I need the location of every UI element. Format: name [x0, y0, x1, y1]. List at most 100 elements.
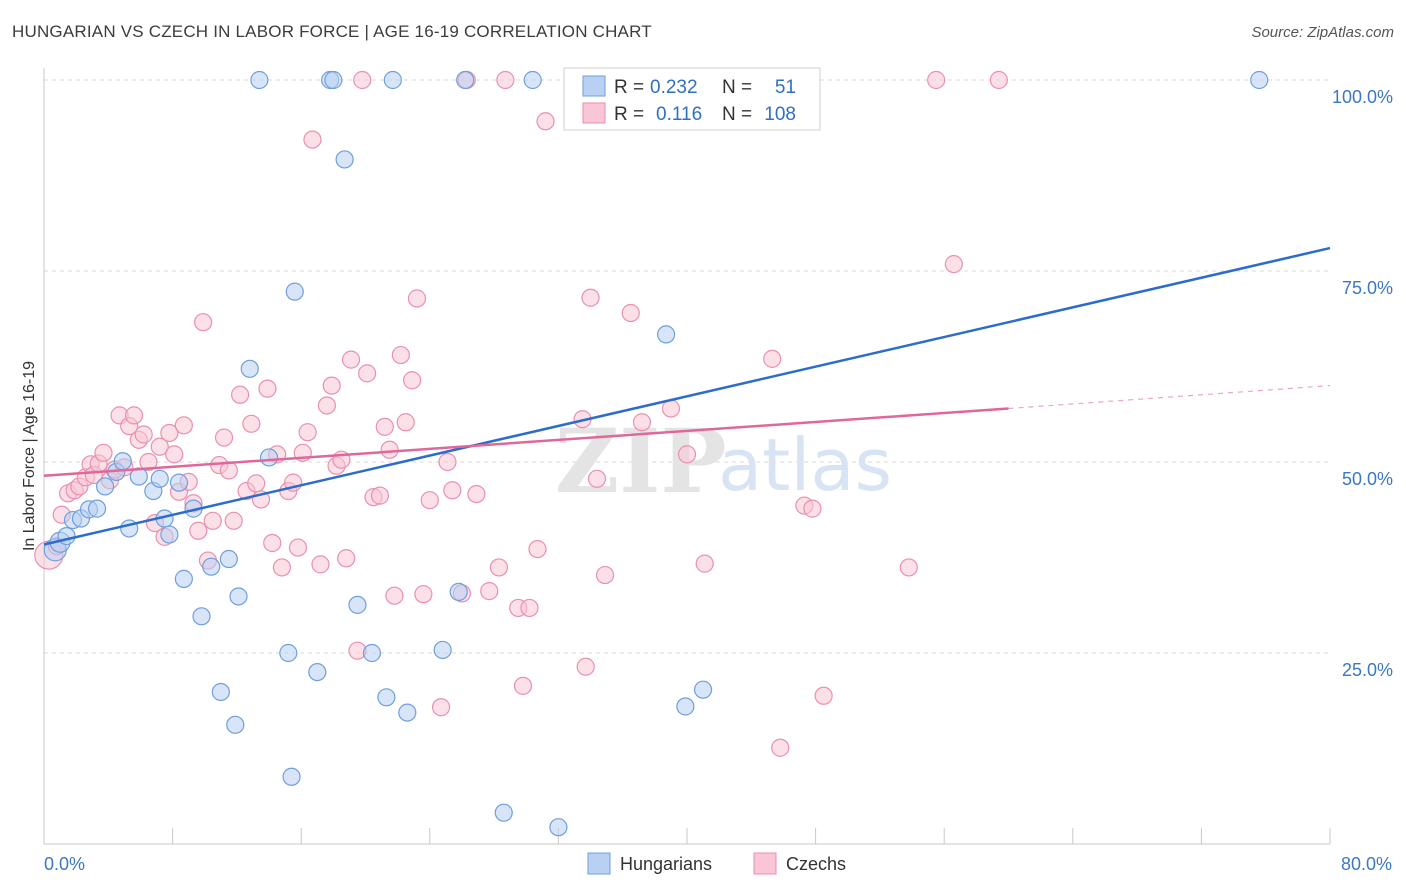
- czechs-point-69: [403, 371, 422, 390]
- czechs-point-83: [513, 676, 533, 695]
- czechs-point-30: [194, 313, 213, 332]
- czechs-point-88: [576, 657, 595, 676]
- hungarians-point-26: [250, 70, 269, 90]
- hungarians-point-50: [1250, 70, 1269, 90]
- hungarians-point-47: [676, 697, 695, 716]
- czechs-point-91: [595, 565, 615, 585]
- legend-r-label-czechs: R =: [614, 104, 644, 125]
- czechs-point-32: [203, 511, 222, 530]
- czechs-point-21: [150, 437, 169, 456]
- hungarians-point-15: [160, 525, 179, 544]
- czechs-point-36: [224, 511, 243, 530]
- czechs-point-42: [258, 379, 277, 398]
- legend-n-value-hungarians: 51: [775, 77, 796, 98]
- czechs-point-92: [621, 303, 640, 323]
- czechs-point-60: [353, 70, 372, 90]
- chart-source: Source: ZipAtlas.com: [1251, 24, 1394, 41]
- legend-n-value-czechs: 108: [764, 104, 796, 125]
- hungarians-point-7: [95, 477, 115, 496]
- stats-legend-box: [563, 67, 821, 131]
- czechs-point-104: [899, 558, 918, 577]
- x-tick-labels: 0.0% 80.0%: [44, 854, 1392, 874]
- czechs-point-98: [695, 554, 714, 573]
- hungarians-point-17: [174, 569, 193, 588]
- czechs-point-43: [263, 533, 282, 553]
- czechs-point-100: [771, 738, 790, 757]
- chart-title: HUNGARIAN VS CZECH IN LABOR FORCE | AGE …: [12, 22, 652, 41]
- czechs-point-89: [581, 288, 600, 307]
- bottom-legend-label-hungarians: Hungarians: [620, 854, 712, 874]
- hungarians-point-43: [494, 803, 513, 822]
- czechs-point-99: [763, 349, 782, 368]
- hungarians-point-44: [523, 70, 542, 90]
- czechs-point-23: [160, 423, 179, 443]
- czechs-point-40: [247, 474, 266, 493]
- hungarians-point-35: [348, 595, 367, 614]
- hungarians-point-21: [211, 682, 230, 702]
- watermark-atlas: atlas: [718, 423, 892, 507]
- hungarians-point-31: [308, 662, 327, 682]
- czechs-point-53: [317, 396, 337, 415]
- x-tick-max: 80.0%: [1341, 854, 1392, 874]
- czechs-points: [34, 70, 1008, 757]
- hungarians-point-24: [229, 587, 248, 606]
- bottom-legend-swatch-czechs: [753, 852, 777, 875]
- czechs-point-78: [467, 484, 486, 504]
- czechs-point-58: [341, 350, 361, 369]
- hungarians-point-42: [456, 70, 475, 90]
- hungarians-point-38: [383, 70, 402, 90]
- czechs-point-34: [214, 428, 234, 447]
- czechs-point-19: [139, 452, 158, 472]
- hungarians-point-45: [549, 818, 568, 837]
- hungarians-point-40: [433, 640, 452, 660]
- hungarians-point-30: [285, 282, 304, 301]
- czechs-point-16: [124, 406, 144, 425]
- legend-r-value-czechs: 0.116: [656, 104, 702, 125]
- czechs-point-90: [587, 469, 607, 488]
- czechs-point-68: [396, 413, 415, 432]
- y-tick-label-1: 50.0%: [1342, 469, 1393, 489]
- czechs-point-24: [165, 445, 184, 464]
- hungarians-trend-line: [43, 246, 1331, 546]
- y-tick-label-0: 25.0%: [1342, 660, 1393, 680]
- y-tick-label-3: 100.0%: [1332, 87, 1393, 107]
- czechs-point-102: [803, 499, 822, 518]
- czechs-point-80: [489, 558, 509, 577]
- czechs-point-61: [358, 364, 377, 383]
- hungarians-point-22: [219, 549, 238, 569]
- hungarians-point-34: [335, 150, 354, 169]
- y-tick-labels: 25.0% 50.0% 75.0% 100.0%: [1332, 87, 1393, 680]
- czechs-point-52: [311, 555, 330, 574]
- x-tick-min: 0.0%: [44, 854, 85, 874]
- hungarians-point-16: [169, 473, 189, 492]
- czechs-point-73: [431, 698, 451, 717]
- czechs-point-29: [189, 521, 208, 540]
- czechs-point-51: [303, 130, 322, 149]
- czechs-point-64: [375, 417, 394, 436]
- czechs-point-72: [420, 491, 439, 510]
- czechs-point-63: [370, 486, 390, 505]
- hungarians-point-28: [279, 643, 298, 663]
- hungarians-point-27: [259, 448, 279, 467]
- czechs-point-106: [944, 255, 963, 274]
- y-tick-label-2: 75.0%: [1342, 278, 1393, 298]
- czechs-point-54: [322, 376, 341, 395]
- bottom-legend-label-czechs: Czechs: [786, 854, 846, 874]
- trend-lines: [43, 246, 1331, 546]
- hungarians-point-2: [57, 527, 76, 546]
- hungarians-point-9: [113, 452, 132, 471]
- hungarians-point-25: [240, 359, 259, 378]
- czechs-point-103: [814, 686, 833, 705]
- hungarians-point-37: [377, 688, 396, 707]
- czechs-point-45: [272, 558, 292, 577]
- czechs-point-50: [298, 423, 317, 442]
- czechs-point-85: [528, 539, 547, 559]
- czechs-point-70: [407, 289, 427, 308]
- hungarians-point-48: [693, 680, 713, 699]
- hungarians-point-23: [226, 715, 245, 734]
- hungarians-point-19: [192, 607, 211, 626]
- czechs-trend-line: [43, 407, 1009, 477]
- czechs-point-39: [242, 414, 261, 433]
- czechs-point-65: [380, 440, 399, 459]
